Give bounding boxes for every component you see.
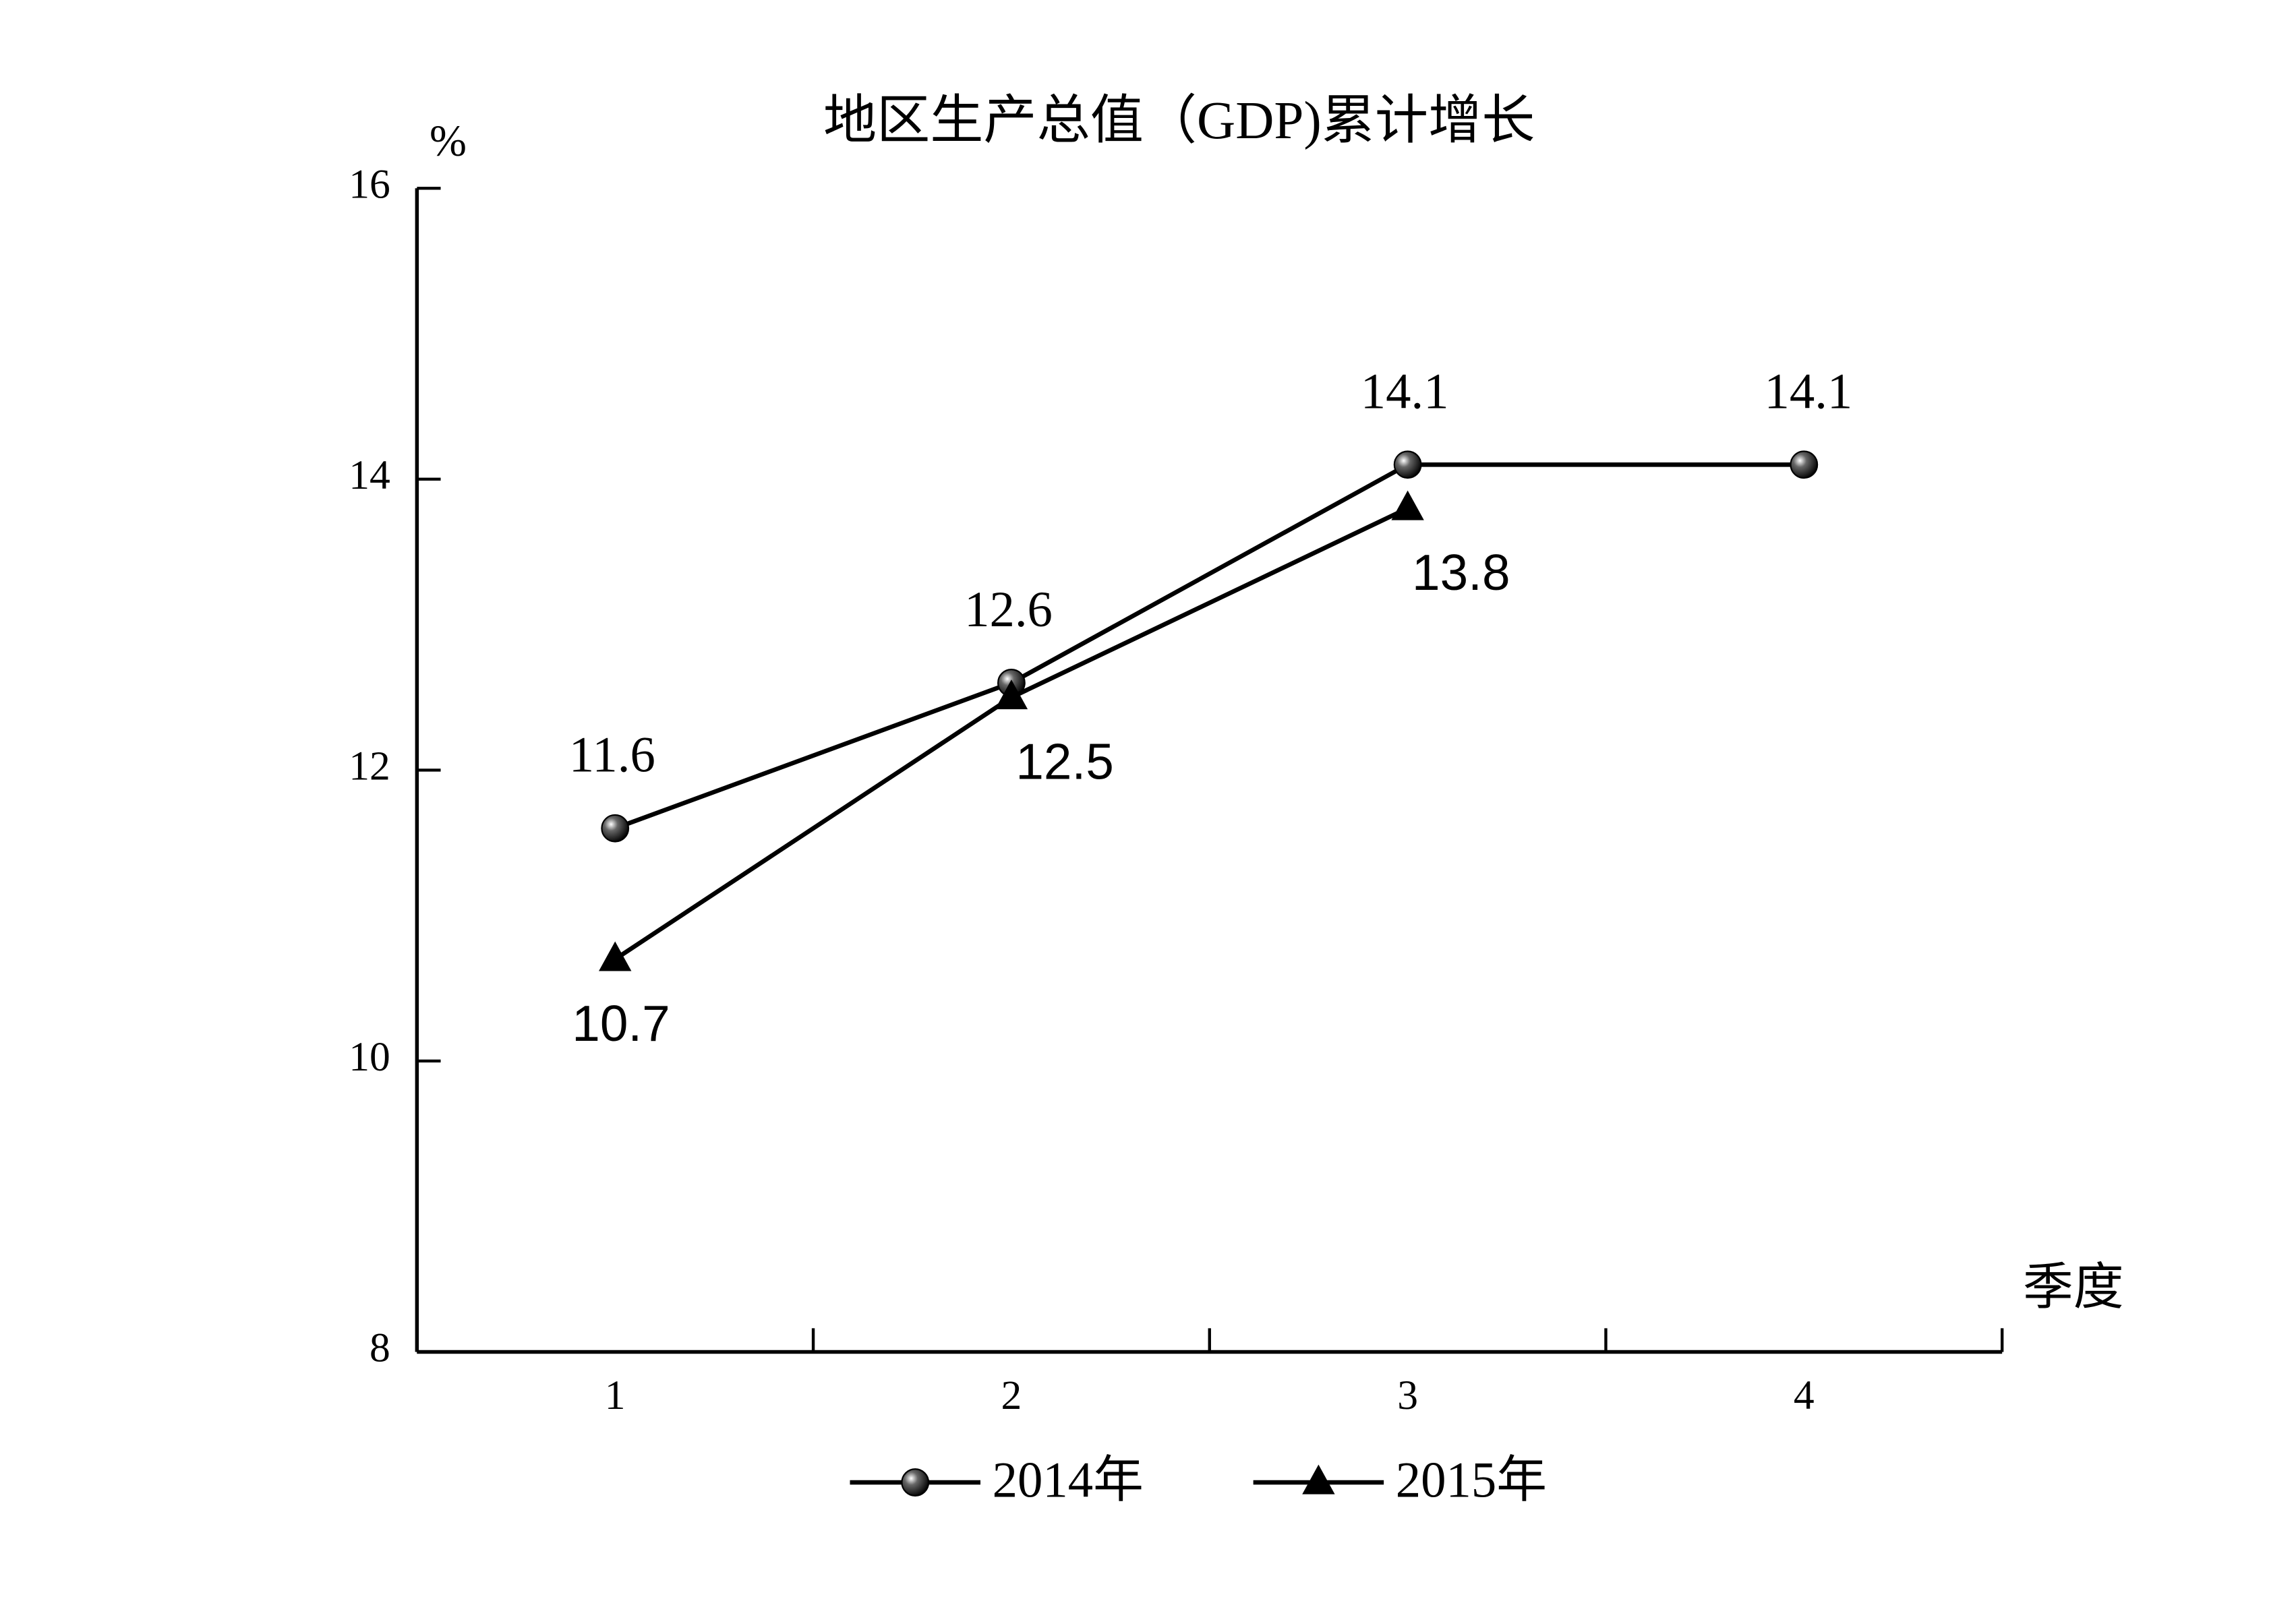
x-tick-label: 1	[605, 1372, 626, 1418]
data-label: 12.6	[964, 582, 1053, 638]
y-tick-label: 12	[349, 744, 390, 789]
data-label: 12.5	[1015, 733, 1114, 789]
x-tick-label: 2	[1001, 1372, 1022, 1418]
data-label: 11.6	[569, 727, 655, 783]
marker	[1391, 490, 1424, 520]
y-tick-label: 16	[349, 161, 390, 207]
marker	[601, 814, 630, 843]
x-axis-label: 季度	[2023, 1260, 2124, 1316]
legend-label: 2015年	[1396, 1453, 1547, 1509]
marker	[1790, 450, 1819, 479]
chart-title: 地区生产总值（GDP)累计增长	[823, 91, 1535, 150]
legend-marker	[901, 1468, 930, 1497]
data-label: 14.1	[1765, 363, 1853, 419]
marker	[995, 679, 1028, 710]
marker	[1393, 450, 1422, 479]
y-axis-label: %	[430, 117, 467, 166]
y-tick-label: 8	[370, 1325, 390, 1371]
x-tick-label: 3	[1397, 1372, 1418, 1418]
data-label: 10.7	[572, 995, 670, 1052]
data-label: 13.8	[1412, 544, 1510, 601]
data-label: 14.1	[1361, 363, 1449, 419]
y-tick-label: 10	[349, 1034, 390, 1080]
x-tick-label: 4	[1794, 1372, 1815, 1418]
series-line	[614, 462, 1804, 830]
legend-marker	[1302, 1464, 1335, 1494]
marker	[599, 941, 632, 971]
legend-label: 2014年	[993, 1453, 1144, 1509]
y-tick-label: 14	[349, 452, 390, 498]
